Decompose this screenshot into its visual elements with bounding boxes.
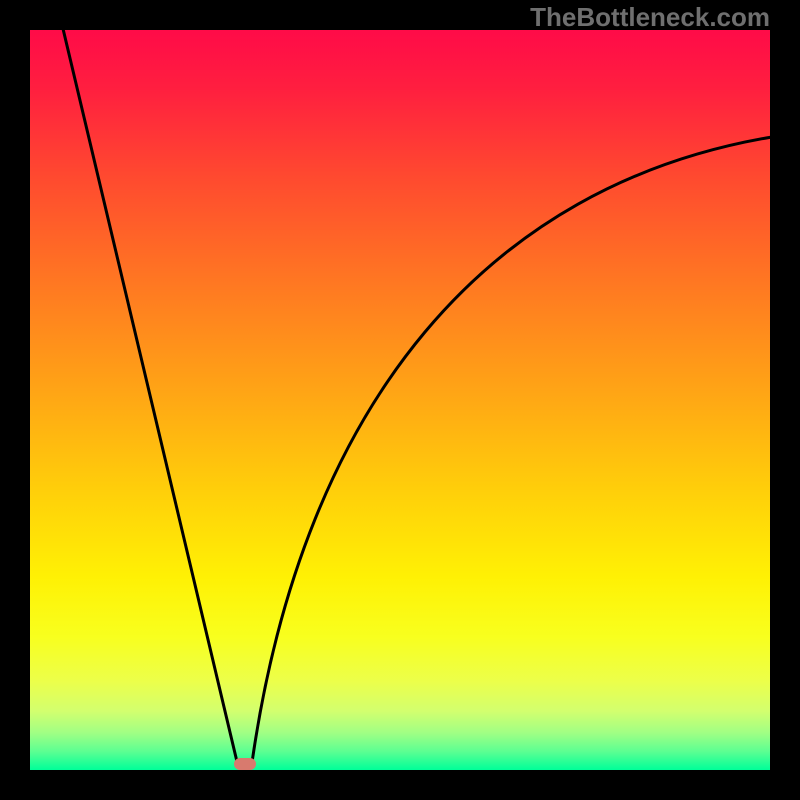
bottleneck-curve bbox=[30, 30, 770, 770]
watermark-text: TheBottleneck.com bbox=[530, 2, 770, 33]
bottleneck-curve-path bbox=[63, 30, 770, 764]
optimal-point-marker bbox=[234, 758, 256, 770]
chart-container: TheBottleneck.com bbox=[0, 0, 800, 800]
plot-area bbox=[30, 30, 770, 770]
